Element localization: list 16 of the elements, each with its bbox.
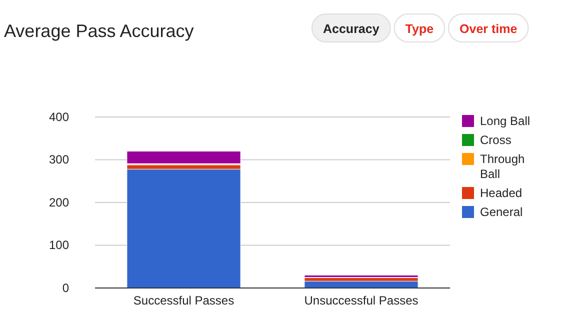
- legend-label: Headed: [480, 186, 522, 200]
- legend-label: Through Ball: [480, 152, 525, 181]
- tab-button: Type: [394, 14, 446, 42]
- legend-label: General: [480, 205, 523, 219]
- tab-button: Accuracy: [312, 14, 391, 42]
- y-tick-label: 100: [48, 238, 70, 252]
- tab-button: Over time: [448, 14, 529, 42]
- y-tick-label: 400: [48, 110, 70, 124]
- legend-label: Cross: [480, 133, 512, 147]
- y-tick-label: 300: [48, 152, 70, 167]
- y-tick-label: 0: [62, 280, 70, 295]
- x-tick-label: Unsuccessful Passes: [304, 294, 418, 308]
- legend-label: Long Ball: [480, 114, 530, 128]
- y-tick-label: 200: [48, 195, 70, 210]
- chart-title: Average Pass Accuracy: [4, 21, 194, 41]
- x-tick-label: Successful Passes: [133, 294, 234, 308]
